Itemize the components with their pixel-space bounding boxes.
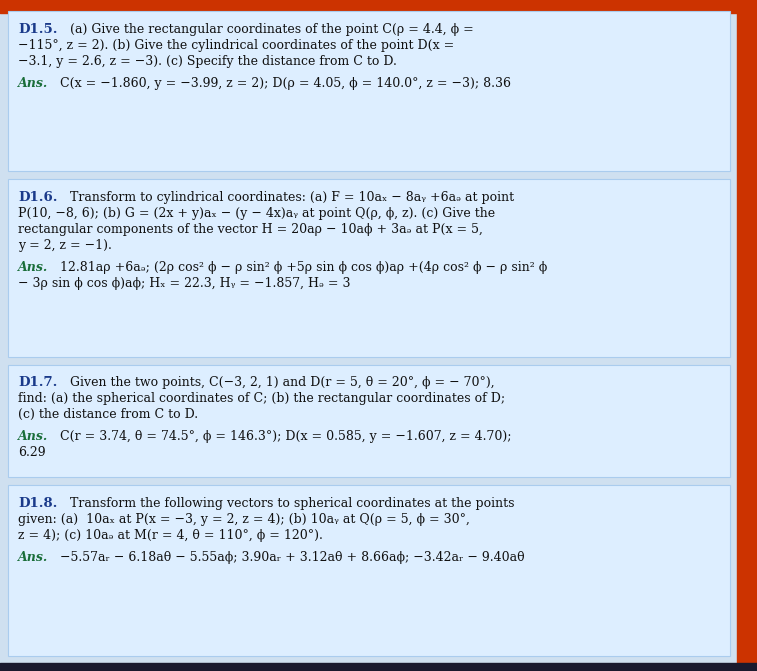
- Text: Given the two points, C(−3, 2, 1) and D(r = 5, θ = 20°, ϕ = − 70°),: Given the two points, C(−3, 2, 1) and D(…: [70, 376, 494, 389]
- Text: D1.6.: D1.6.: [18, 191, 58, 204]
- Text: C(r = 3.74, θ = 74.5°, ϕ = 146.3°); D(x = 0.585, y = −1.607, z = 4.70);: C(r = 3.74, θ = 74.5°, ϕ = 146.3°); D(x …: [60, 430, 512, 444]
- Bar: [8, 11, 730, 171]
- Text: −115°, z = 2). (b) Give the cylindrical coordinates of the point D(x =: −115°, z = 2). (b) Give the cylindrical …: [18, 39, 454, 52]
- Text: 6.29: 6.29: [18, 446, 45, 460]
- Text: Ans.: Ans.: [18, 77, 48, 91]
- Text: Ans.: Ans.: [18, 552, 48, 564]
- Text: D1.5.: D1.5.: [18, 23, 58, 36]
- Text: 12.81aρ +6aₔ; (2ρ cos² ϕ − ρ sin² ϕ +5ρ sin ϕ cos ϕ)aρ +(4ρ cos² ϕ − ρ sin² ϕ: 12.81aρ +6aₔ; (2ρ cos² ϕ − ρ sin² ϕ +5ρ …: [60, 262, 547, 274]
- Bar: [8, 365, 730, 477]
- Bar: [8, 179, 730, 357]
- Text: find: (a) the spherical coordinates of C; (b) the rectangular coordinates of D;: find: (a) the spherical coordinates of C…: [18, 392, 505, 405]
- Text: Transform to cylindrical coordinates: (a) F = 10aₓ − 8aᵧ +6aₔ at point: Transform to cylindrical coordinates: (a…: [70, 191, 514, 204]
- Text: given: (a)  10aₓ at P(x = −3, y = 2, z = 4); (b) 10aᵧ at Q(ρ = 5, ϕ = 30°,: given: (a) 10aₓ at P(x = −3, y = 2, z = …: [18, 513, 470, 526]
- Text: P(10, −8, 6); (b) G = (2x + y)aₓ − (y − 4x)aᵧ at point Q(ρ, ϕ, z). (c) Give the: P(10, −8, 6); (b) G = (2x + y)aₓ − (y − …: [18, 207, 495, 220]
- Text: Ans.: Ans.: [18, 262, 48, 274]
- Text: C(x = −1.860, y = −3.99, z = 2); D(ρ = 4.05, ϕ = 140.0°, z = −3); 8.36: C(x = −1.860, y = −3.99, z = 2); D(ρ = 4…: [60, 77, 511, 91]
- Bar: [8, 485, 730, 656]
- Text: y = 2, z = −1).: y = 2, z = −1).: [18, 239, 112, 252]
- Text: (c) the distance from C to D.: (c) the distance from C to D.: [18, 408, 198, 421]
- Text: rectangular components of the vector H = 20aρ − 10aϕ + 3aₔ at P(x = 5,: rectangular components of the vector H =…: [18, 223, 483, 236]
- Text: −5.57aᵣ − 6.18aθ − 5.55aϕ; 3.90aᵣ + 3.12aθ + 8.66aϕ; −3.42aᵣ − 9.40aθ: −5.57aᵣ − 6.18aθ − 5.55aϕ; 3.90aᵣ + 3.12…: [60, 552, 525, 564]
- Text: D1.7.: D1.7.: [18, 376, 58, 389]
- Text: z = 4); (c) 10aₔ at M(r = 4, θ = 110°, ϕ = 120°).: z = 4); (c) 10aₔ at M(r = 4, θ = 110°, ϕ…: [18, 529, 323, 542]
- Text: (a) Give the rectangular coordinates of the point C(ρ = 4.4, ϕ =: (a) Give the rectangular coordinates of …: [70, 23, 474, 36]
- Text: Transform the following vectors to spherical coordinates at the points: Transform the following vectors to spher…: [70, 497, 515, 510]
- Text: −3.1, y = 2.6, z = −3). (c) Specify the distance from C to D.: −3.1, y = 2.6, z = −3). (c) Specify the …: [18, 55, 397, 68]
- Text: Ans.: Ans.: [18, 430, 48, 444]
- Text: − 3ρ sin ϕ cos ϕ)aϕ; Hₓ = 22.3, Hᵧ = −1.857, Hₔ = 3: − 3ρ sin ϕ cos ϕ)aϕ; Hₓ = 22.3, Hᵧ = −1.…: [18, 277, 350, 291]
- Text: D1.8.: D1.8.: [18, 497, 58, 510]
